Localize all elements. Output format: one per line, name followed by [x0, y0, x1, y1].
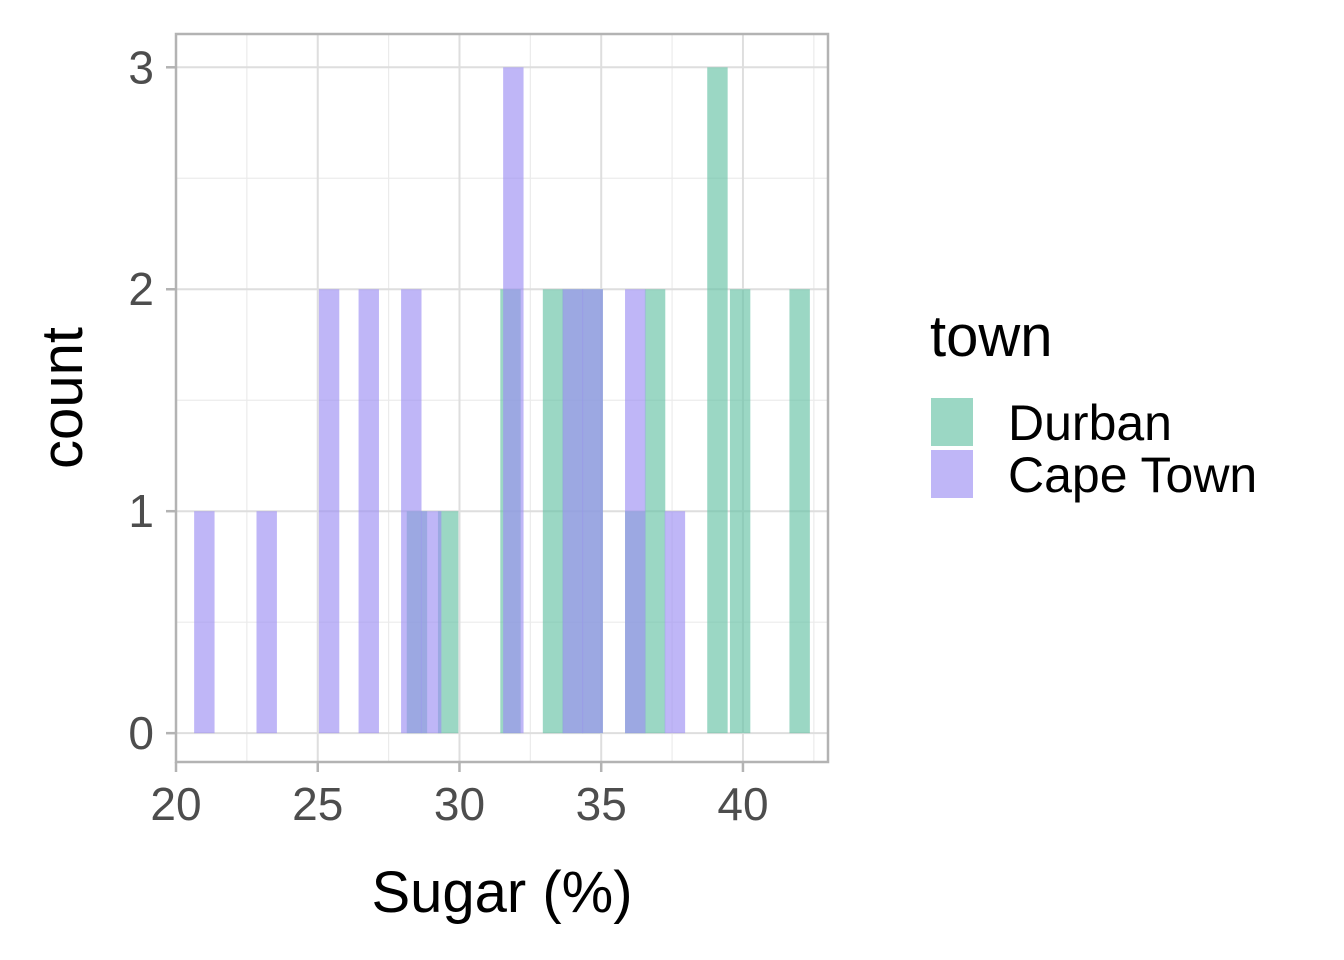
x-tick-label: 30 — [434, 778, 485, 830]
bar-cape-town — [358, 289, 379, 734]
x-axis-title: Sugar (%) — [371, 860, 632, 925]
bar-cape-town — [420, 511, 442, 734]
bar-durban — [707, 67, 728, 734]
y-tick-label: 2 — [128, 263, 154, 315]
bar-durban — [789, 289, 810, 734]
y-axis-title: count — [30, 327, 95, 469]
bars — [194, 67, 810, 734]
bar-durban — [542, 289, 564, 734]
bar-durban — [437, 511, 459, 734]
bar-cape-town — [401, 289, 422, 734]
bar-durban — [644, 289, 666, 734]
y-tick-label: 1 — [128, 485, 154, 537]
bar-cape-town — [256, 511, 277, 734]
x-tick-label: 40 — [717, 778, 768, 830]
legend-label-durban: Durban — [1008, 395, 1172, 451]
legend-title: town — [930, 304, 1053, 369]
axis-ticks: 20 25 30 35 40 0 1 2 3 — [128, 41, 768, 830]
legend-key-durban — [931, 398, 973, 446]
bar-cape-town — [503, 67, 524, 734]
legend-label-cape-town: Cape Town — [1008, 447, 1257, 503]
bar-cape-town — [582, 289, 603, 734]
y-tick-label: 0 — [128, 707, 154, 759]
bar-cape-town — [625, 289, 646, 734]
bar-cape-town — [318, 289, 340, 734]
bar-cape-town — [194, 511, 215, 734]
x-tick-label: 35 — [576, 778, 627, 830]
x-tick-label: 25 — [292, 778, 343, 830]
y-tick-label: 3 — [128, 41, 154, 93]
bar-cape-town — [562, 289, 584, 734]
bar-cape-town — [664, 511, 686, 734]
bar-durban — [729, 289, 751, 734]
legend-key-cape-town — [931, 450, 973, 498]
panel-border — [174, 32, 830, 764]
x-tick-label: 20 — [150, 778, 201, 830]
